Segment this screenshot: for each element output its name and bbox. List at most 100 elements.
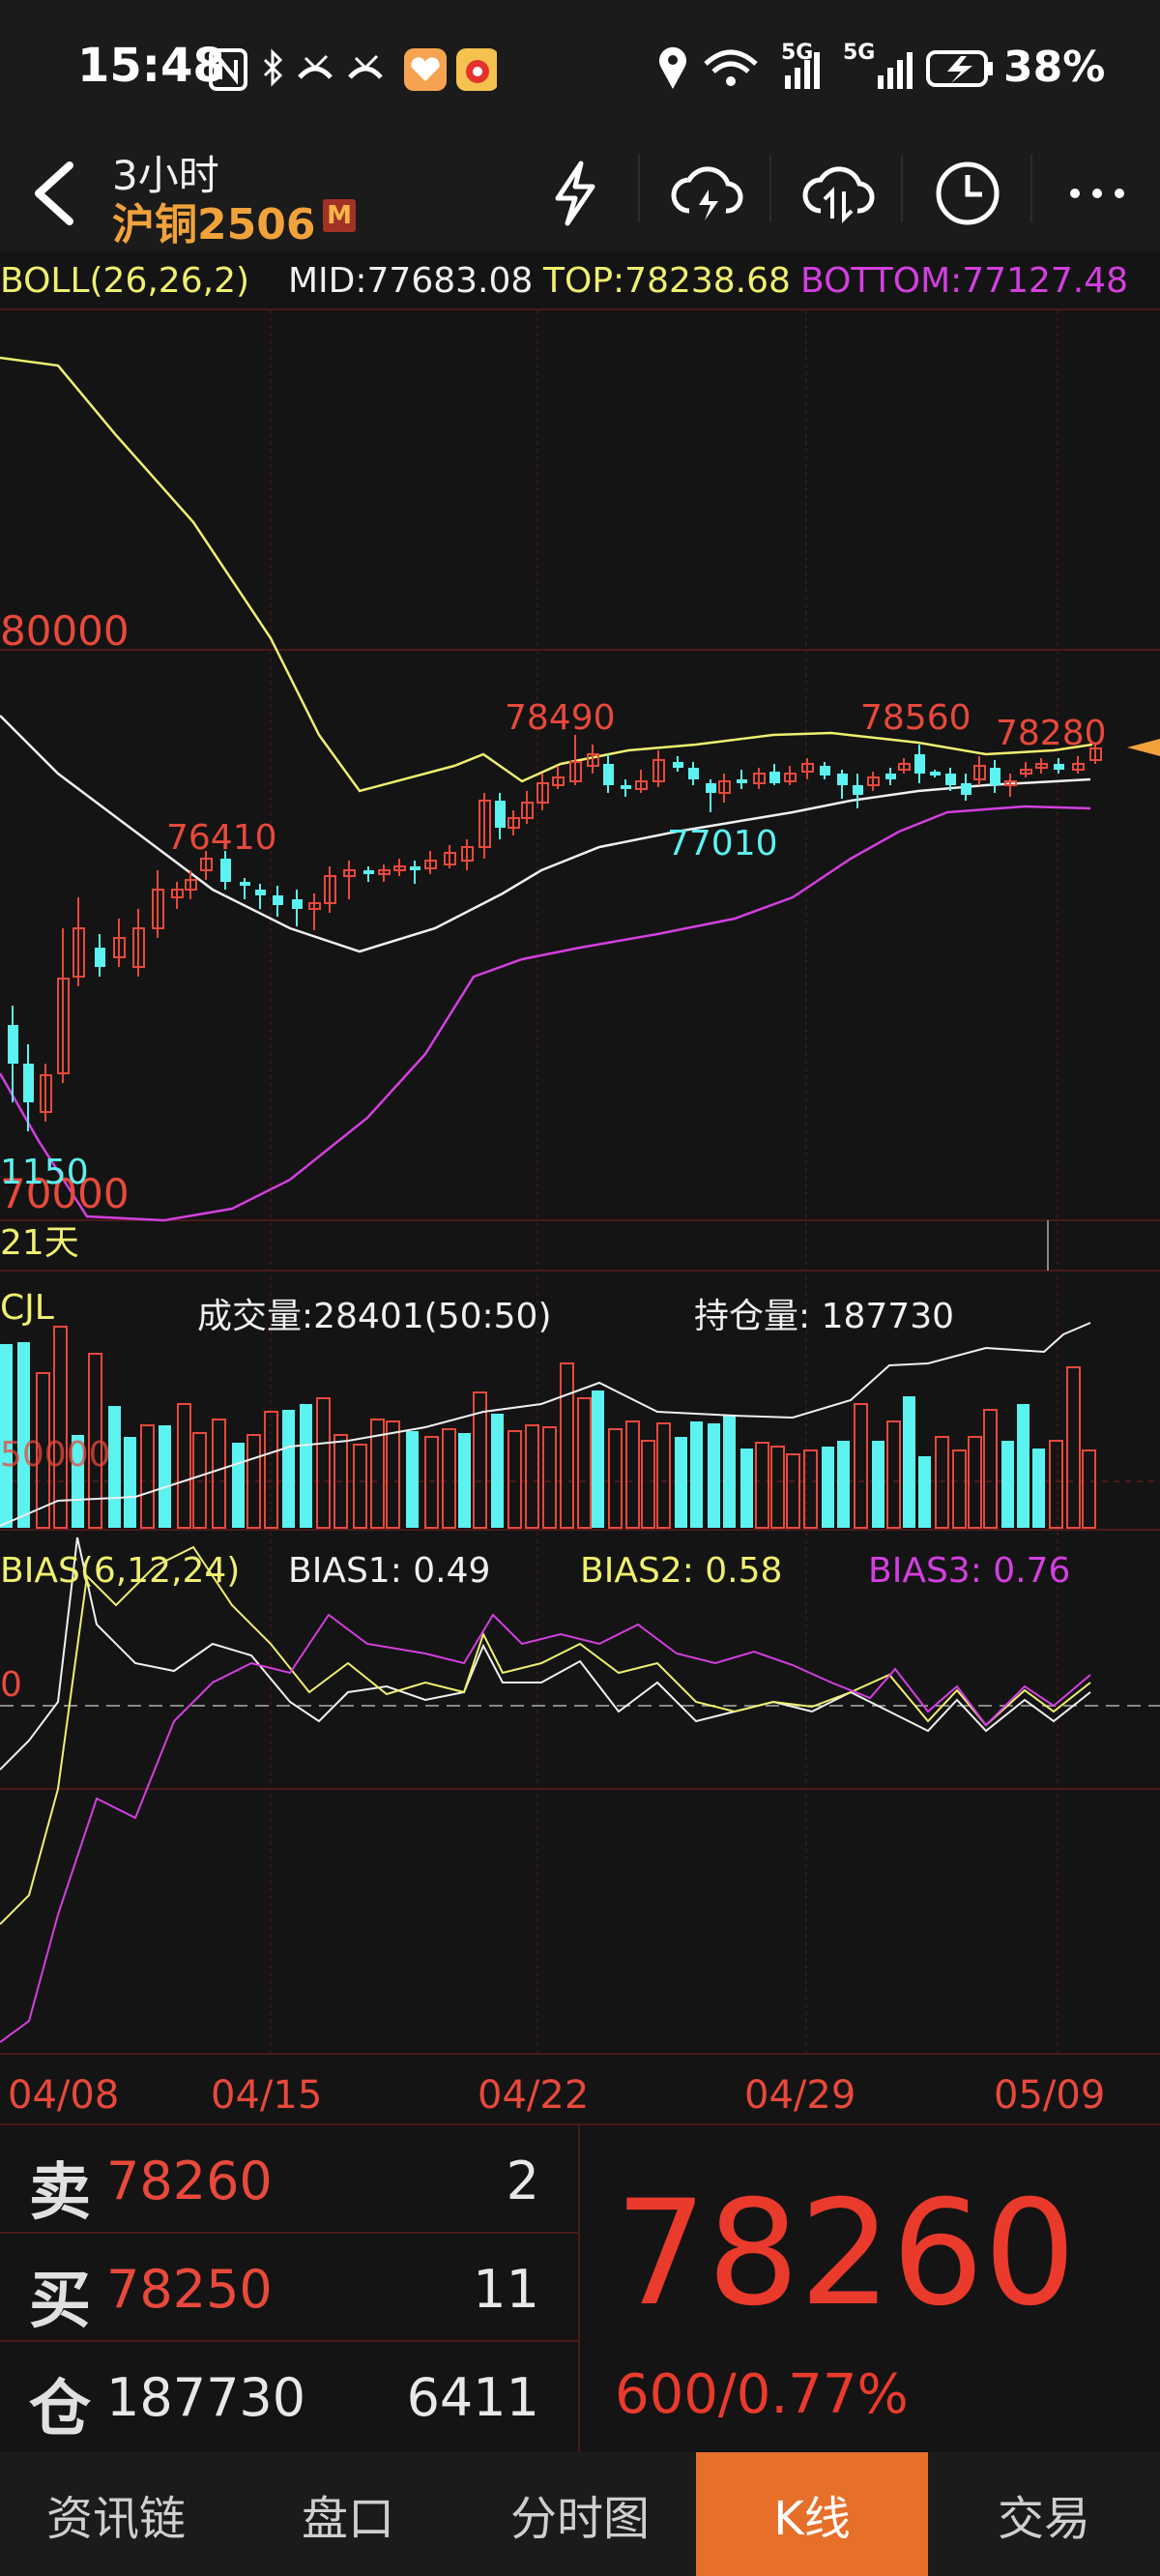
volume-bar (803, 1449, 818, 1529)
missed-call-icon (348, 54, 383, 79)
candle-body (737, 779, 747, 783)
volume-bar (212, 1419, 226, 1529)
tab-news-chain[interactable]: 资讯链 (45, 2492, 186, 2546)
signal-icon (878, 52, 913, 89)
candle-body (185, 879, 197, 891)
candle-body (152, 889, 164, 929)
bluetooth-icon (263, 48, 283, 87)
tab-order-book[interactable]: 盘口 (301, 2492, 394, 2546)
flash-button[interactable] (522, 145, 628, 242)
volume-bar (770, 1446, 785, 1529)
x-date-4: 04/29 (744, 2073, 856, 2118)
price-annotation-high-1: 78490 (505, 698, 616, 738)
status-time: 15:48 (77, 39, 225, 93)
volume-bar (1049, 1440, 1063, 1529)
x-date-3: 04/22 (478, 2073, 590, 2118)
volume-bar (592, 1390, 604, 1528)
ask-price: 78260 (106, 2151, 273, 2211)
back-arrow-icon (35, 161, 73, 225)
cloud-lightning-button[interactable] (653, 145, 760, 242)
volume-bar (903, 1396, 915, 1528)
order-book: 卖 78260 2 买 78250 11 仓 187730 6411 78260… (0, 2123, 1160, 2452)
bid-tag: 买 (29, 2265, 91, 2337)
orderbook-divider (0, 2123, 1160, 2125)
volume-bar (690, 1421, 703, 1528)
candle-body (40, 1074, 52, 1113)
candle-body (990, 768, 1000, 785)
bias2-value: BIAS2: 0.58 (580, 1551, 783, 1591)
volume-bar (641, 1440, 655, 1529)
volume-bar (192, 1432, 207, 1529)
candle-body (521, 802, 534, 819)
current-price-marker-icon (1127, 739, 1160, 756)
candle-body (444, 852, 456, 865)
volume-bar (1066, 1366, 1081, 1529)
bid-qty: 11 (473, 2259, 539, 2320)
volume-bar (264, 1411, 278, 1529)
kline-chart[interactable] (0, 0, 1160, 2123)
candle-body (393, 865, 406, 871)
bid-row[interactable]: 买 78250 11 (0, 2232, 578, 2342)
tab-trade[interactable]: 交易 (997, 2492, 1090, 2546)
volume-bar (755, 1442, 769, 1529)
volume-bar (177, 1403, 191, 1529)
candle-body (673, 762, 683, 768)
ask-row[interactable]: 卖 78260 2 (0, 2123, 578, 2234)
volume-bar (316, 1397, 331, 1529)
candle-body (95, 948, 105, 967)
volume-bar (786, 1453, 800, 1529)
price-annotation-high-4: 76410 (166, 818, 277, 858)
candle-body (220, 859, 231, 882)
volume-bar (508, 1430, 522, 1529)
cloud-sync-icon (802, 166, 875, 223)
candle-body (769, 772, 780, 783)
bias-lines (0, 1537, 1091, 2043)
candle-body (536, 782, 549, 804)
candle-body (930, 772, 941, 776)
candle-body (273, 895, 283, 905)
volume-bar (1032, 1449, 1045, 1528)
boll-info-bar: BOLL(26,26,2) MID:77683.08 TOP:78238.68 … (0, 255, 1160, 309)
volume-bar (708, 1423, 720, 1528)
volume-bar (140, 1424, 155, 1529)
candle-body (478, 800, 491, 848)
volume-bar (53, 1326, 68, 1529)
candle-body (1089, 747, 1102, 761)
open-interest-line (0, 1322, 1091, 1527)
volume-bar (577, 1397, 592, 1529)
candle-body (820, 766, 830, 776)
volume-bar (370, 1419, 385, 1529)
candle-body (171, 889, 184, 898)
volume-bar (952, 1449, 967, 1529)
nav-separator (638, 155, 640, 222)
cloud-sync-button[interactable] (785, 145, 891, 242)
app-heart-icon (404, 48, 447, 91)
candle-body (867, 776, 880, 786)
volume-bar (442, 1428, 456, 1529)
bias3-line (0, 1613, 1091, 2043)
volume-bar (334, 1434, 348, 1529)
oi-tag: 仓 (29, 2373, 91, 2445)
tab-intraday[interactable]: 分时图 (509, 2492, 650, 2546)
clock-button[interactable] (914, 145, 1021, 242)
more-button[interactable] (1044, 145, 1150, 242)
back-button[interactable] (19, 145, 87, 242)
span-days-label: 21天 (0, 1223, 79, 1263)
volume-value: 成交量:28401(50:50) (197, 1297, 552, 1336)
volume-bar (983, 1409, 998, 1529)
boll-top: TOP:78238.68 (543, 261, 791, 301)
location-icon (659, 46, 686, 89)
tab-kline[interactable]: K线 (696, 2452, 928, 2576)
volume-bar (822, 1447, 834, 1528)
boll-lines (0, 356, 1093, 1222)
cloud-lightning-icon (671, 166, 743, 220)
price-annotation-low-2: 1150 (0, 1153, 89, 1192)
x-date-5: 05/09 (994, 2073, 1106, 2118)
volume-bar (458, 1433, 471, 1528)
last-price: 78260 (615, 2170, 1077, 2338)
candle-body (8, 1025, 18, 1064)
volume-bar (854, 1403, 868, 1529)
volume-bar (473, 1391, 487, 1529)
status-right-icons (659, 46, 993, 89)
boll-label[interactable]: BOLL(26,26,2) (0, 261, 250, 301)
